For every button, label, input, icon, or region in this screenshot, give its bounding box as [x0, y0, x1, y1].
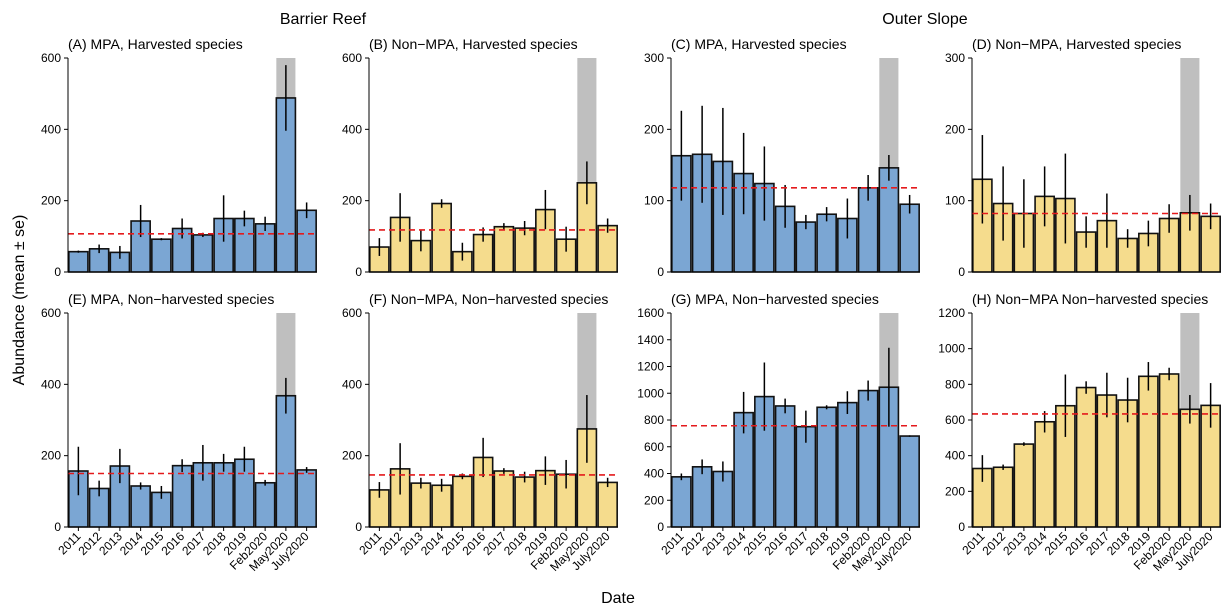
bar: [816, 213, 837, 273]
bar: [493, 470, 515, 528]
y-tick-label: 800: [644, 413, 664, 427]
y-tick-label: 0: [958, 520, 965, 534]
bar: [296, 469, 317, 528]
y-tick-label: 0: [54, 520, 61, 534]
y-tick-label: 200: [945, 122, 965, 136]
y-tick-label: 400: [342, 377, 362, 391]
y-axis-label: Abundance (mean ± se): [11, 215, 28, 386]
bar: [774, 405, 796, 528]
bar: [857, 389, 879, 528]
bar: [130, 485, 151, 528]
bar: [597, 481, 618, 528]
panel-g: (G) MPA, Non−harvested species 0 200 400 600…: [637, 291, 920, 574]
panel-title: (A) MPA, Harvested species: [68, 36, 243, 52]
y-tick-label: 600: [945, 413, 965, 427]
panel-title: (F) Non−MPA, Non−harvested species: [369, 291, 608, 307]
y-tick-label: 200: [41, 449, 61, 463]
panel-a: (A) MPA, Harvested species 0 200 400 600: [41, 36, 317, 279]
bar: [254, 223, 276, 273]
panel-title: (C) MPA, Harvested species: [671, 36, 847, 52]
panel-c: (C) MPA, Harvested species 0 100 200 300: [644, 36, 920, 279]
y-tick-label: 0: [657, 520, 664, 534]
bar: [431, 202, 452, 273]
bar: [992, 466, 1014, 528]
y-tick-label: 1400: [637, 333, 664, 347]
bar: [68, 250, 89, 273]
y-tick-label: 200: [945, 484, 965, 498]
bar: [1013, 443, 1035, 528]
y-tick-label: 1200: [938, 306, 965, 320]
group-title-barrier-reef: Barrier Reef: [280, 11, 367, 28]
bar: [296, 209, 317, 273]
y-tick-label: 800: [945, 377, 965, 391]
y-tick-label: 200: [644, 122, 664, 136]
bar: [213, 461, 234, 528]
y-tick-label: 100: [945, 194, 965, 208]
y-tick-label: 100: [644, 194, 664, 208]
bar: [192, 234, 214, 273]
y-tick-label: 0: [657, 265, 664, 279]
panel-b: (B) Non−MPA, Harvested species 0 200 400 600: [342, 36, 618, 279]
y-tick-label: 1000: [938, 342, 965, 356]
panel-title: (D) Non−MPA, Harvested species: [972, 36, 1181, 52]
group-title-outer-slope: Outer Slope: [882, 11, 967, 28]
y-tick-label: 200: [644, 493, 664, 507]
y-tick-label: 400: [644, 467, 664, 481]
y-tick-label: 300: [644, 51, 664, 65]
bar: [254, 481, 276, 528]
bar: [452, 475, 473, 528]
y-tick-label: 200: [342, 449, 362, 463]
panel-title: (G) MPA, Non−harvested species: [671, 291, 879, 307]
bar: [837, 401, 858, 528]
y-tick-label: 400: [41, 122, 61, 136]
y-tick-label: 200: [342, 194, 362, 208]
panel-e: (E) MPA, Non−harvested species 0 200 400 600…: [41, 291, 317, 574]
bar: [671, 476, 692, 528]
bar: [493, 225, 515, 273]
y-tick-label: 600: [41, 51, 61, 65]
y-tick-label: 200: [41, 194, 61, 208]
y-tick-label: 0: [958, 265, 965, 279]
y-tick-label: 0: [54, 265, 61, 279]
y-tick-label: 1000: [637, 386, 664, 400]
y-tick-label: 600: [342, 306, 362, 320]
bar: [171, 464, 193, 528]
y-tick-label: 600: [644, 440, 664, 454]
bar: [1075, 386, 1097, 528]
panel-h: (H) Non−MPA Non−harvested species 0 200 400…: [938, 291, 1221, 574]
panel-f: (F) Non−MPA, Non−harvested species 0 200 40…: [342, 291, 618, 574]
bar: [514, 476, 535, 528]
y-tick-label: 0: [355, 520, 362, 534]
bar: [899, 203, 920, 273]
y-tick-label: 400: [945, 449, 965, 463]
bar: [275, 394, 297, 528]
bar: [1138, 375, 1159, 528]
bar: [410, 482, 432, 528]
bar: [899, 435, 920, 528]
panel-title: (H) Non−MPA Non−harvested species: [972, 291, 1208, 307]
bar: [1179, 408, 1201, 528]
y-tick-label: 0: [355, 265, 362, 279]
bar: [691, 466, 713, 528]
bar: [234, 217, 255, 273]
y-tick-label: 600: [41, 306, 61, 320]
bar: [795, 221, 817, 273]
y-tick-label: 1600: [637, 306, 664, 320]
x-axis-label: Date: [601, 590, 635, 607]
bar: [878, 167, 900, 273]
panel-title: (B) Non−MPA, Harvested species: [369, 36, 578, 52]
bar: [1034, 420, 1055, 528]
panels: (A) MPA, Harvested species0200400600(B) …: [41, 36, 1221, 574]
panel-d: (D) Non−MPA, Harvested species 0 100 200 300: [945, 36, 1221, 279]
panel-title: (E) MPA, Non−harvested species: [68, 291, 274, 307]
y-tick-label: 300: [945, 51, 965, 65]
y-tick-label: 400: [342, 122, 362, 136]
bar: [151, 238, 172, 273]
y-tick-label: 600: [342, 51, 362, 65]
bar: [1158, 373, 1180, 528]
y-tick-label: 1200: [637, 360, 664, 374]
y-tick-label: 400: [41, 377, 61, 391]
